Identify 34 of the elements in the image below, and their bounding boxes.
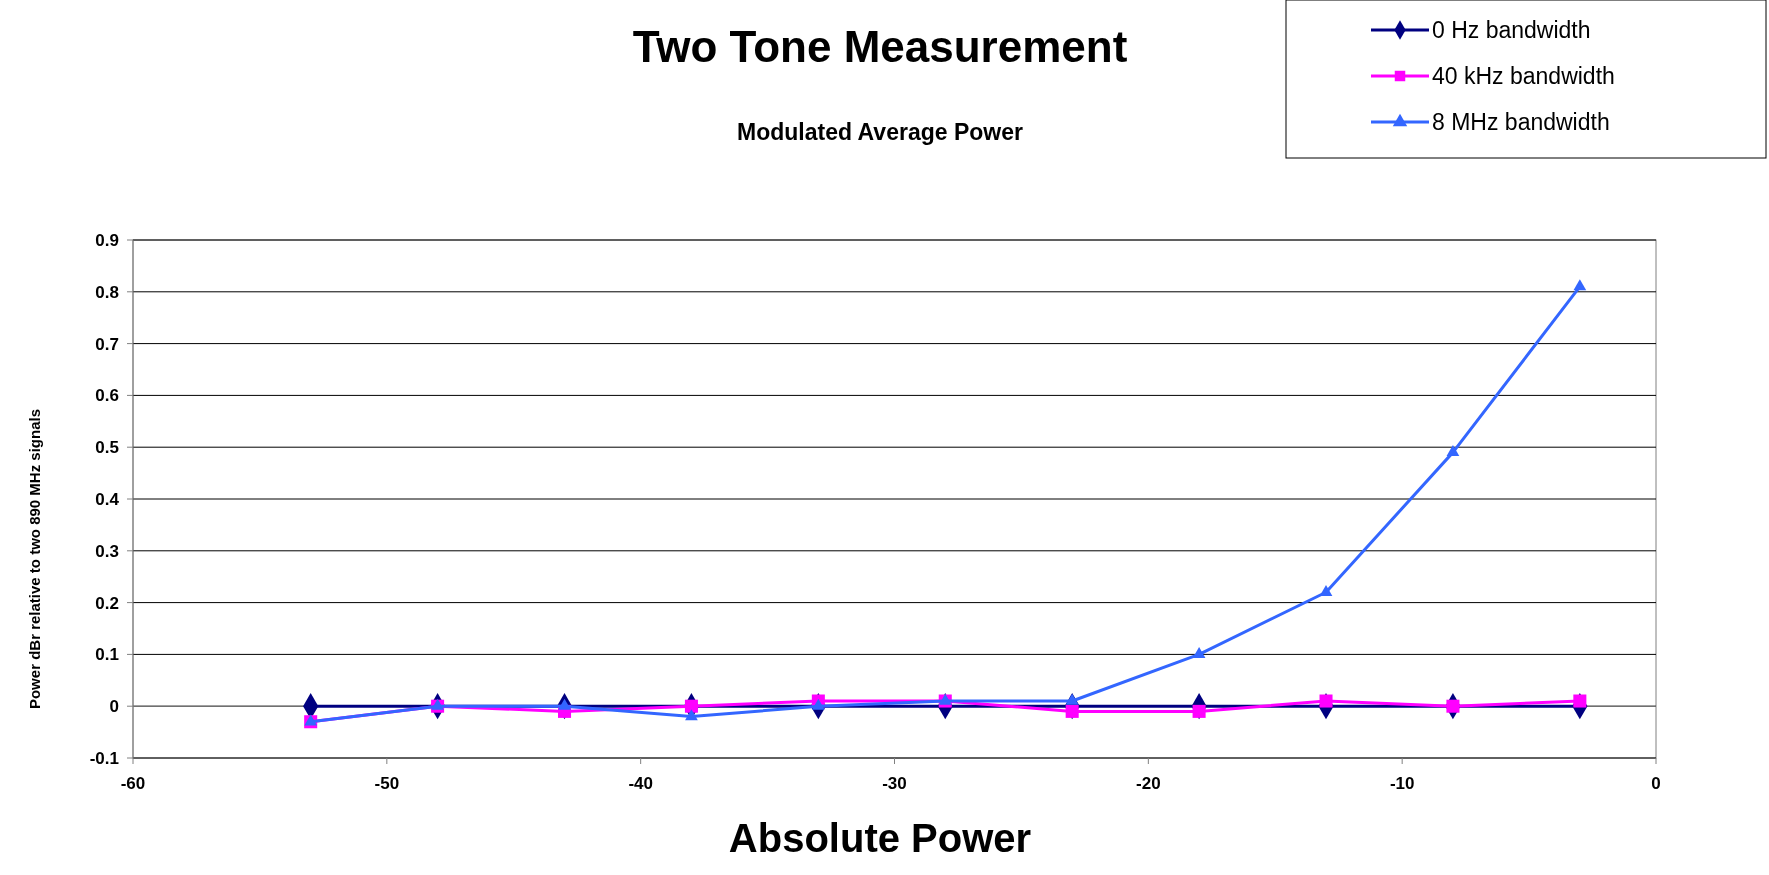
x-tick-label: -60 [120, 774, 146, 793]
y-tick-label: 0.4 [95, 490, 120, 509]
x-tick-label: -40 [628, 774, 653, 793]
point [1573, 279, 1587, 291]
x-tick-label: -50 [374, 774, 400, 793]
point [1319, 694, 1333, 708]
y-tick-label: 0.7 [95, 334, 119, 354]
point [1446, 699, 1460, 713]
y-tick-label: 0.6 [95, 386, 119, 406]
x-tick-label: -10 [1389, 774, 1415, 793]
legend-label: 40 kHz bandwidth [1432, 63, 1615, 89]
chart-title: Two Tone Measurement [632, 22, 1128, 71]
point [1065, 693, 1079, 705]
point [1446, 445, 1460, 457]
chart-subtitle: Modulated Average Power [737, 119, 1023, 145]
point [1192, 704, 1206, 718]
x-tick-label: 0 [1651, 774, 1661, 793]
y-tick-label: 0.5 [95, 438, 119, 458]
y-tick-label: 0.1 [95, 645, 119, 665]
x-tick-label: -20 [1136, 774, 1161, 793]
point [1319, 584, 1333, 596]
legend-label: 8 MHz bandwidth [1432, 109, 1610, 135]
y-tick-label: 0.8 [95, 282, 119, 302]
y-axis-title: Power dBr relative to two 890 MHz signals [26, 408, 43, 710]
point [1192, 647, 1206, 659]
legend-label: 0 Hz bandwidth [1432, 17, 1591, 43]
x-tick-label: -30 [882, 774, 907, 793]
y-tick-label: -0.1 [89, 749, 119, 768]
x-axis-title: Absolute Power [728, 816, 1032, 860]
y-tick-label: 0.3 [95, 541, 119, 561]
y-tick-label: 0 [109, 697, 119, 717]
y-tick-label: 0.2 [95, 593, 119, 613]
y-tick-label: 0.9 [95, 231, 119, 250]
point [685, 709, 698, 721]
